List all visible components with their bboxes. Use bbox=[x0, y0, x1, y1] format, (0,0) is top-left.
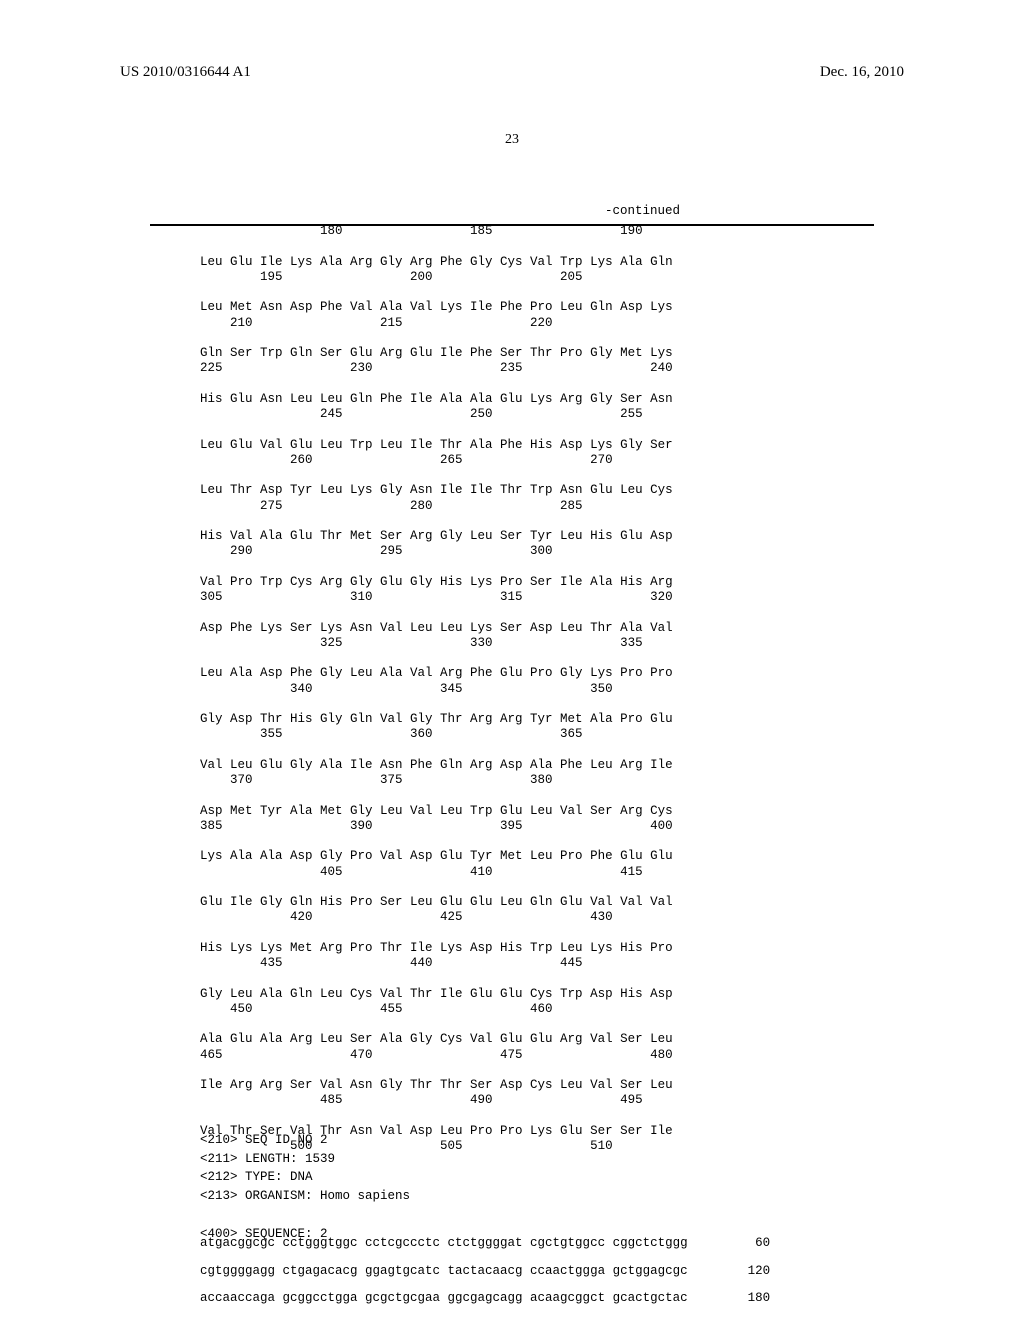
protein-sequence-listing: 180 185 190 Leu Glu Ile Lys Ala Arg Gly … bbox=[200, 224, 673, 1154]
page-root: US 2010/0316644 A1 Dec. 16, 2010 23 -con… bbox=[0, 0, 1024, 1320]
page-number: 23 bbox=[0, 132, 1024, 148]
dna-sequence-listing: atgacggcgc cctgggtggc cctcgccctc ctctggg… bbox=[200, 1230, 770, 1313]
continued-label: -continued bbox=[0, 204, 680, 218]
doc-number: US 2010/0316644 A1 bbox=[120, 64, 251, 81]
sequence-metadata: <210> SEQ ID NO 2 <211> LENGTH: 1539 <21… bbox=[200, 1112, 410, 1243]
doc-date: Dec. 16, 2010 bbox=[820, 64, 904, 81]
